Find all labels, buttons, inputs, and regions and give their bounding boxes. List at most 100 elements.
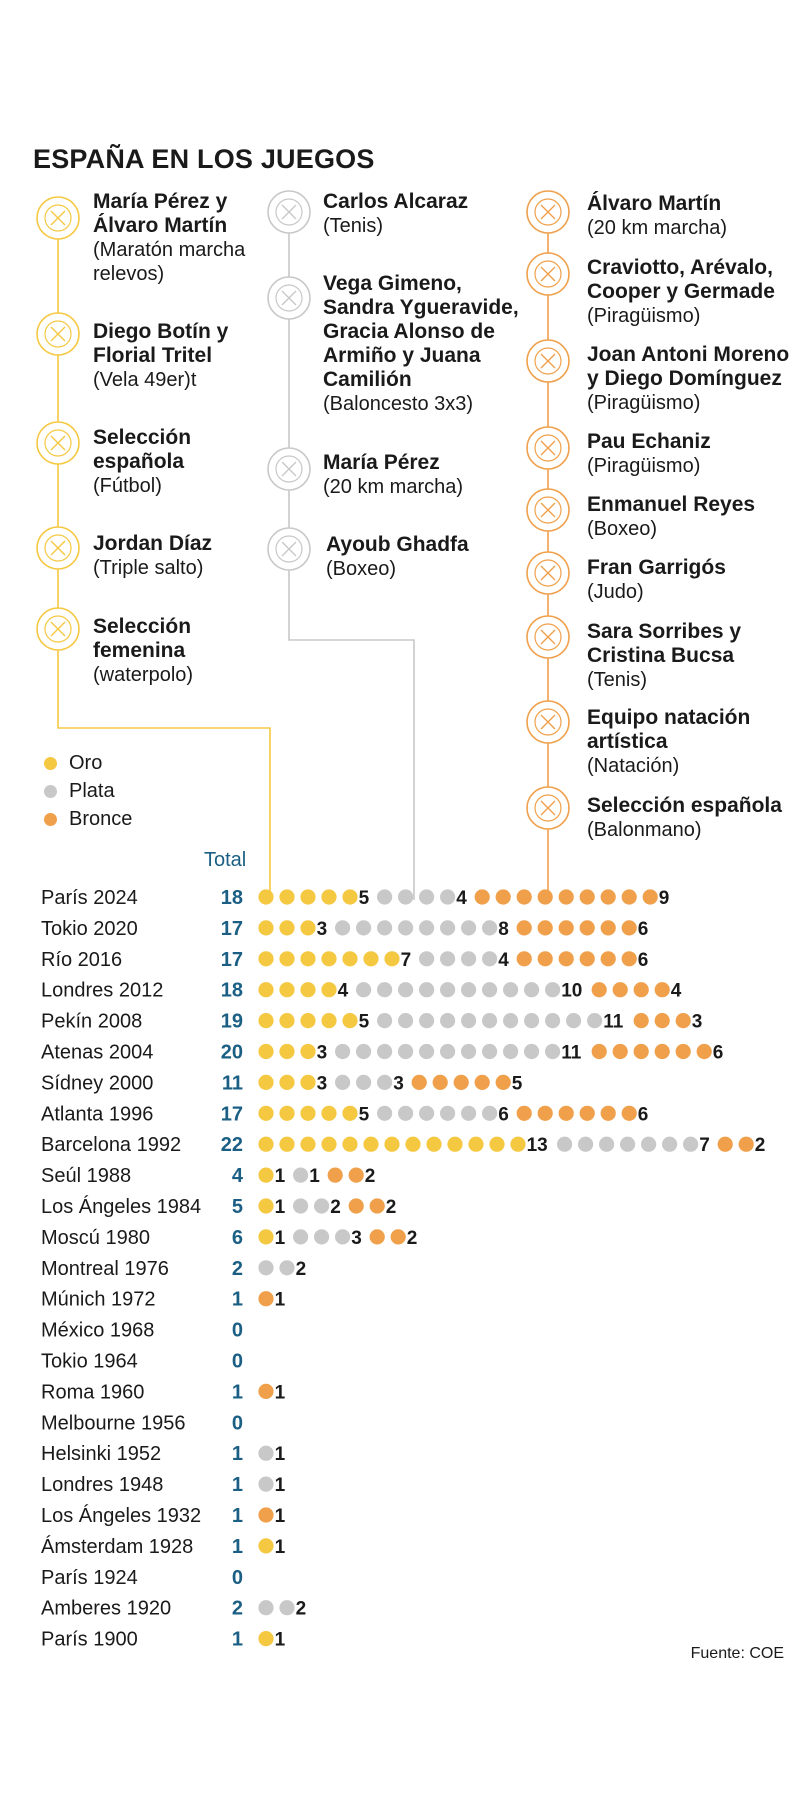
medal-dot-bronce [348, 1198, 364, 1214]
medal-dot-bronce [348, 1167, 364, 1183]
medal-dot-bronce [642, 889, 658, 905]
medal-dot-bronce [495, 889, 511, 905]
medalist-sport: (Piragüismo) [587, 305, 701, 327]
total-value: 6 [232, 1227, 243, 1249]
medal-count-plata: 11 [561, 1043, 582, 1064]
medal-dot-plata [356, 920, 372, 936]
page-title: ESPAÑA EN LOS JUEGOS [33, 144, 375, 174]
medal-count-plata: 2 [296, 1599, 307, 1620]
medal-dot-bronce [591, 1043, 607, 1060]
medal-count-bronce: 2 [407, 1228, 418, 1249]
source-note: Fuente: COE [690, 1645, 784, 1662]
medal-count-plata: 3 [393, 1073, 404, 1094]
medalist-names: María Pérez y Álvaro Martín [93, 190, 228, 237]
medal-dot-bronce [600, 1105, 616, 1121]
medal-dot-oro [258, 1229, 274, 1245]
legend-dot-bronce [44, 813, 57, 826]
tennis-icon-glyph [540, 629, 556, 645]
football-icon-glyph [50, 435, 66, 451]
medalist-sport: (Boxeo) [587, 518, 658, 540]
medal-dot-bronce [516, 951, 532, 967]
canoeing-icon-inner [534, 434, 562, 462]
medalist-sport: (Piragüismo) [587, 392, 701, 414]
medal-dot-oro [279, 1074, 295, 1090]
total-value: 1 [232, 1505, 243, 1527]
medal-dot-plata [419, 920, 435, 936]
total-value: 17 [221, 949, 243, 971]
medal-dot-plata [258, 1476, 274, 1492]
canoeing-icon-glyph [540, 266, 556, 282]
medal-dot-oro [258, 1013, 274, 1029]
medal-dot-bronce [600, 920, 616, 936]
medal-dot-plata [587, 1013, 603, 1029]
games-label: Tokio 1964 [41, 1351, 138, 1373]
medal-dot-bronce [537, 951, 553, 967]
medalist-names: Pau Echaniz [587, 430, 711, 453]
medal-dot-plata [398, 920, 414, 936]
total-value: 2 [232, 1258, 243, 1280]
legend-label: Oro [69, 752, 103, 774]
games-label: Los Ángeles 1984 [41, 1195, 201, 1218]
total-value: 18 [221, 887, 243, 909]
medal-dot-plata [293, 1229, 309, 1245]
medalist-plata-2: Vega Gimeno, Sandra Ygueravide, Gracia A… [323, 272, 538, 416]
medal-dot-plata [566, 1013, 582, 1029]
games-label: Amberes 1920 [41, 1598, 171, 1620]
medal-count-oro: 1 [275, 1537, 286, 1558]
games-label: Helsinki 1952 [41, 1443, 161, 1465]
medal-dot-plata [461, 951, 477, 967]
medal-dot-oro [258, 1631, 274, 1647]
medal-dot-oro [279, 982, 295, 998]
total-value: 1 [232, 1629, 243, 1651]
canoeing-icon-inner [534, 347, 562, 375]
medal-dot-oro [321, 1136, 337, 1152]
medalist-bronce-3: Joan Antoni Moreno y Diego Domínguez (Pi… [587, 343, 797, 415]
medalist-sport: (Tenis) [323, 215, 384, 237]
medal-dot-bronce [654, 1013, 670, 1029]
total-value: 17 [221, 1103, 243, 1125]
medal-dot-bronce [621, 951, 637, 967]
medal-dot-bronce [537, 889, 553, 905]
medal-count-oro: 1 [275, 1228, 286, 1249]
medal-dot-oro [279, 1013, 295, 1029]
medal-dot-oro [258, 1167, 274, 1183]
medal-dot-bronce [579, 1105, 595, 1121]
medal-dot-plata [258, 1600, 274, 1616]
medal-dot-bronce [258, 1291, 274, 1307]
games-label: Roma 1960 [41, 1381, 144, 1403]
legend-dot-plata [44, 785, 57, 798]
medal-dot-plata [557, 1136, 573, 1152]
legend-label: Plata [69, 780, 115, 802]
total-value: 4 [232, 1165, 244, 1187]
canoeing-icon-glyph [540, 440, 556, 456]
medal-dot-oro [279, 1136, 295, 1152]
medalist-names: Selección española [587, 794, 782, 817]
medal-dot-bronce [675, 1013, 691, 1029]
medal-dot-plata [482, 920, 498, 936]
football-icon-inner [44, 429, 72, 457]
medalist-names: María Pérez [323, 451, 440, 474]
medal-dot-plata [545, 1043, 561, 1060]
medal-dot-oro [258, 889, 274, 905]
medal-dot-oro [342, 889, 358, 905]
total-value: 1 [232, 1443, 243, 1465]
medal-dot-oro [279, 951, 295, 967]
medal-count-oro: 1 [275, 1197, 286, 1218]
medal-dot-plata [419, 1043, 435, 1060]
medal-dot-plata [440, 1105, 456, 1121]
total-value: 11 [222, 1072, 243, 1094]
medalist-oro-2: Diego Botín y Florial Tritel (Vela 49er)… [93, 320, 253, 392]
medalist-names: Selección española [93, 426, 192, 473]
medalist-names: Sara Sorribes y Cristina Bucsa [587, 620, 742, 667]
race-walking-icon-glyph [50, 210, 66, 226]
medal-dot-plata [461, 1105, 477, 1121]
medal-count-plata: 2 [296, 1259, 307, 1280]
medal-dot-plata [258, 1445, 274, 1461]
games-label: Ámsterdam 1928 [41, 1535, 193, 1558]
medal-dot-plata [377, 1074, 393, 1090]
medal-count-oro: 1 [275, 1630, 286, 1651]
medal-dot-plata [482, 1043, 498, 1060]
medal-dot-bronce [621, 889, 637, 905]
medal-count-bronce: 5 [512, 1073, 523, 1094]
medal-dot-oro [426, 1136, 442, 1152]
